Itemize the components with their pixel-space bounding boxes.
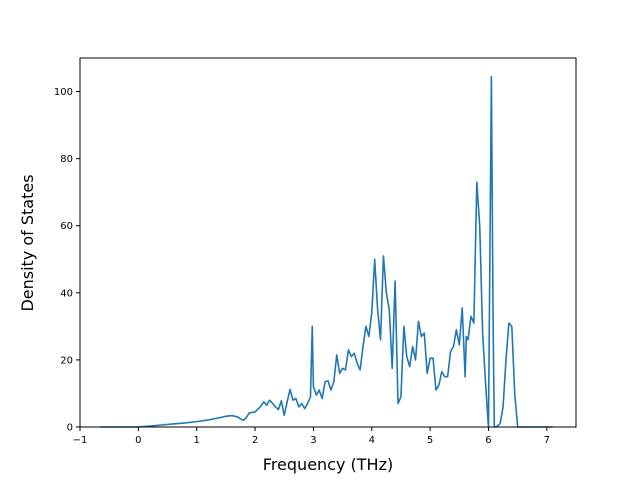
x-tick-label: 0: [135, 435, 141, 446]
y-tick-label: 40: [60, 288, 73, 299]
dos-series-line: [100, 75, 553, 428]
y-axis-title: Density of States: [18, 174, 37, 311]
x-axis-ticks: −1 0 1 2 3 4 5 6 7: [73, 427, 550, 446]
x-tick-label: 1: [194, 435, 200, 446]
x-tick-label: 2: [252, 435, 258, 446]
x-tick-label: −1: [73, 435, 88, 446]
plot-frame: [79, 57, 577, 428]
x-tick-label: 5: [427, 435, 433, 446]
plot-area: [100, 75, 553, 428]
x-tick-label: 4: [369, 435, 375, 446]
y-tick-label: 20: [60, 355, 73, 366]
y-tick-label: 0: [67, 423, 73, 434]
x-tick-label: 7: [544, 435, 550, 446]
x-axis-title: Frequency (THz): [263, 455, 393, 474]
x-tick-label: 6: [485, 435, 491, 446]
y-axis-ticks: 0 20 40 60 80 100: [54, 87, 80, 434]
y-tick-label: 100: [54, 87, 73, 98]
y-tick-label: 60: [60, 221, 73, 232]
x-tick-label: 3: [310, 435, 316, 446]
y-tick-label: 80: [60, 154, 73, 165]
